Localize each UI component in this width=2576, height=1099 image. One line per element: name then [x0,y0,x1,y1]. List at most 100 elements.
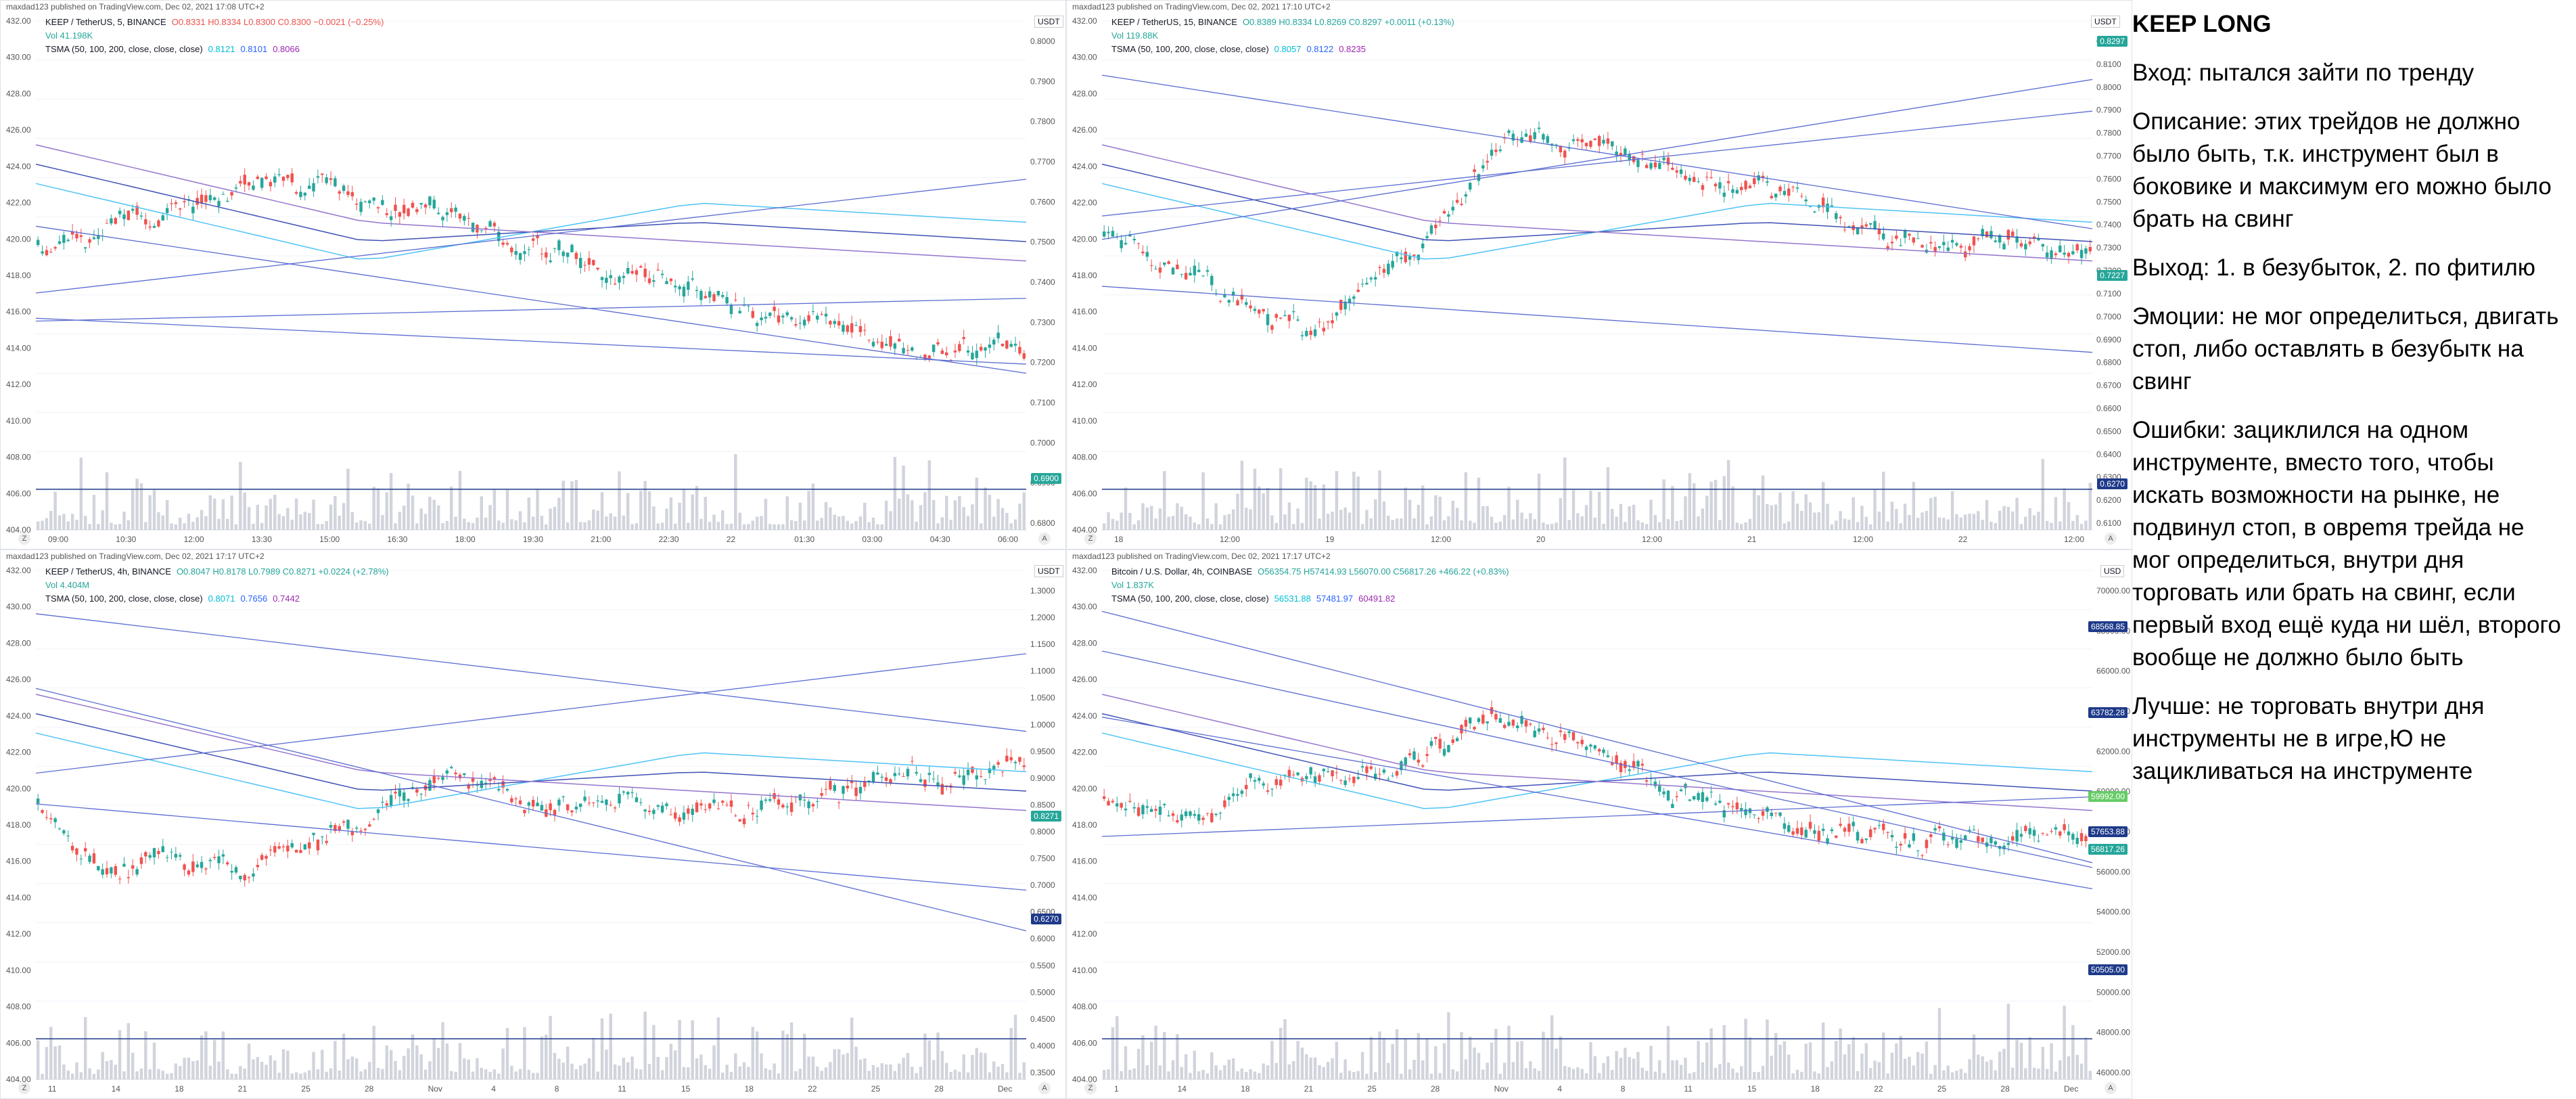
volume-bar [1835,520,1838,530]
chart-panel-keep-15m[interactable]: 432.00 430.00 428.00 426.00 424.00 422.00 420.… [1066,0,2132,550]
currency-label[interactable]: USDT [1034,565,1063,577]
timezone-button[interactable]: Z [18,1082,30,1094]
volume-bar [984,487,987,530]
volume-bar [751,1027,755,1079]
volume-bar [131,489,135,530]
symbol-label[interactable]: KEEP / TetherUS, 15, BINANCE [1111,17,1237,27]
volume-bar [170,1073,173,1079]
candle-body [131,865,135,869]
candle-body [316,839,320,851]
volume-bar [911,1067,914,1079]
candle-body [605,799,608,805]
timezone-button[interactable]: Z [18,533,30,545]
chart-canvas[interactable]: 432.00430.00428.00426.00424.00422.00420.… [1067,1,2132,550]
chart-legend: Bitcoin / U.S. Dollar, 4h, COINBASE O5635… [1111,565,1509,606]
candle-body [1326,771,1330,772]
left-scale-label: 428.00 [6,638,31,648]
volume-bar [1899,1035,1902,1079]
volume-bar [2006,1004,2010,1079]
candle-body [75,848,78,855]
candle-body [992,765,996,769]
candle-body [1111,231,1115,237]
volume-bar [1718,1064,1722,1079]
symbol-label[interactable]: KEEP / TetherUS, 4h, BINANCE [45,566,171,577]
x-tick-label: 10:30 [116,535,136,544]
candle-body [975,775,979,780]
candle-body [1365,766,1368,773]
right-scale-label: 0.7000 [1030,438,1055,447]
volume-bar [1520,1041,1523,1079]
volume-bar [1937,517,1941,530]
volume-bar [816,520,819,530]
timezone-button[interactable]: Z [1084,1082,1097,1094]
candle-body [902,776,905,777]
volume-bar [557,1058,561,1079]
symbol-label[interactable]: Bitcoin / U.S. Dollar, 4h, COINBASE [1111,566,1253,577]
volume-bar [49,511,53,530]
volume-bar [1120,1071,1123,1079]
chart-panel-keep-4h[interactable]: 432.00 430.00 428.00 426.00 424.00 422.00 420.… [0,550,1066,1099]
volume-bar [1425,1039,1429,1079]
candle-body [536,235,539,238]
symbol-label[interactable]: KEEP / TetherUS, 5, BINANCE [45,17,166,27]
candle-body [1287,315,1291,321]
chart-canvas[interactable]: 432.00430.00428.00426.00424.00422.00420.… [1,550,1066,1099]
currency-label[interactable]: USDT [1034,16,1063,28]
left-scale-label: 424.00 [6,711,31,721]
volume-bar [1116,1016,1119,1079]
timezone-button[interactable]: Z [1084,533,1097,545]
candle-body [553,809,557,815]
candle-body [979,346,983,351]
candle-body [1149,265,1153,267]
volume-bar [936,1032,940,1079]
x-tick-label: 28 [1431,1084,1440,1094]
volume-bar [1658,1060,1661,1079]
candle-body [1120,803,1123,808]
last-price-tag: 0.8271 [1031,811,1061,822]
chart-canvas[interactable]: 432.00430.00428.00426.00424.00422.00420.… [1,1,1066,550]
left-scale-label: 426.00 [6,675,31,684]
auto-scale-button[interactable]: A [1038,533,1051,545]
candle-body [1722,192,1726,197]
x-tick-label: 11 [48,1084,57,1094]
candle-body [381,200,384,205]
volume-bar [880,1063,883,1079]
currency-label[interactable]: USDT [2091,16,2120,28]
volume-bar [2032,1067,2036,1079]
volume-bar [277,1073,281,1079]
candle-body [777,799,781,805]
left-scale-label: 408.00 [6,1002,31,1012]
volume-bar [889,511,892,530]
candle-body [971,767,974,773]
volume-bar [467,1059,470,1079]
published-caption: maxdad123 published on TradingView.com, … [6,552,264,561]
chart-panel-keep-5m[interactable]: 432.00 430.00 428.00 426.00 424.00 422.00 420.… [0,0,1066,550]
candle-body [1636,160,1640,167]
candle-body [1231,292,1235,296]
volume-bar [1619,1058,1623,1079]
candle-body [958,344,961,351]
volume-bar [463,518,466,530]
candle-body [148,855,152,858]
candle-body [1559,145,1563,153]
volume-bar [1490,516,1494,530]
auto-scale-button[interactable]: A [2104,533,2117,545]
auto-scale-button[interactable]: A [2104,1082,2117,1094]
volume-bar [41,520,44,530]
candle-body [1520,715,1523,724]
ohlc-values: O56354.75 H57414.93 L56070.00 C56817.26 … [1258,566,1509,577]
chart-canvas[interactable]: 432.00430.00428.00426.00424.00422.00420.… [1067,550,2132,1099]
x-tick-label: 21 [1747,535,1757,544]
volume-bar [1990,521,1993,530]
candle-body [2050,250,2053,259]
volume-bar [1417,505,1421,530]
auto-scale-button[interactable]: A [1038,1082,1051,1094]
left-scale-label: 418.00 [1072,820,1097,830]
currency-label[interactable]: USD [2100,565,2125,577]
candle-body [1529,723,1532,725]
volume-bar [1731,486,1734,530]
volume-bar [1141,1035,1145,1079]
chart-panel-btc-4h[interactable]: 432.00 430.00 428.00 426.00 424.00 422.00 420.… [1066,550,2132,1099]
candle-body [889,779,892,784]
candle-body [1649,163,1653,169]
